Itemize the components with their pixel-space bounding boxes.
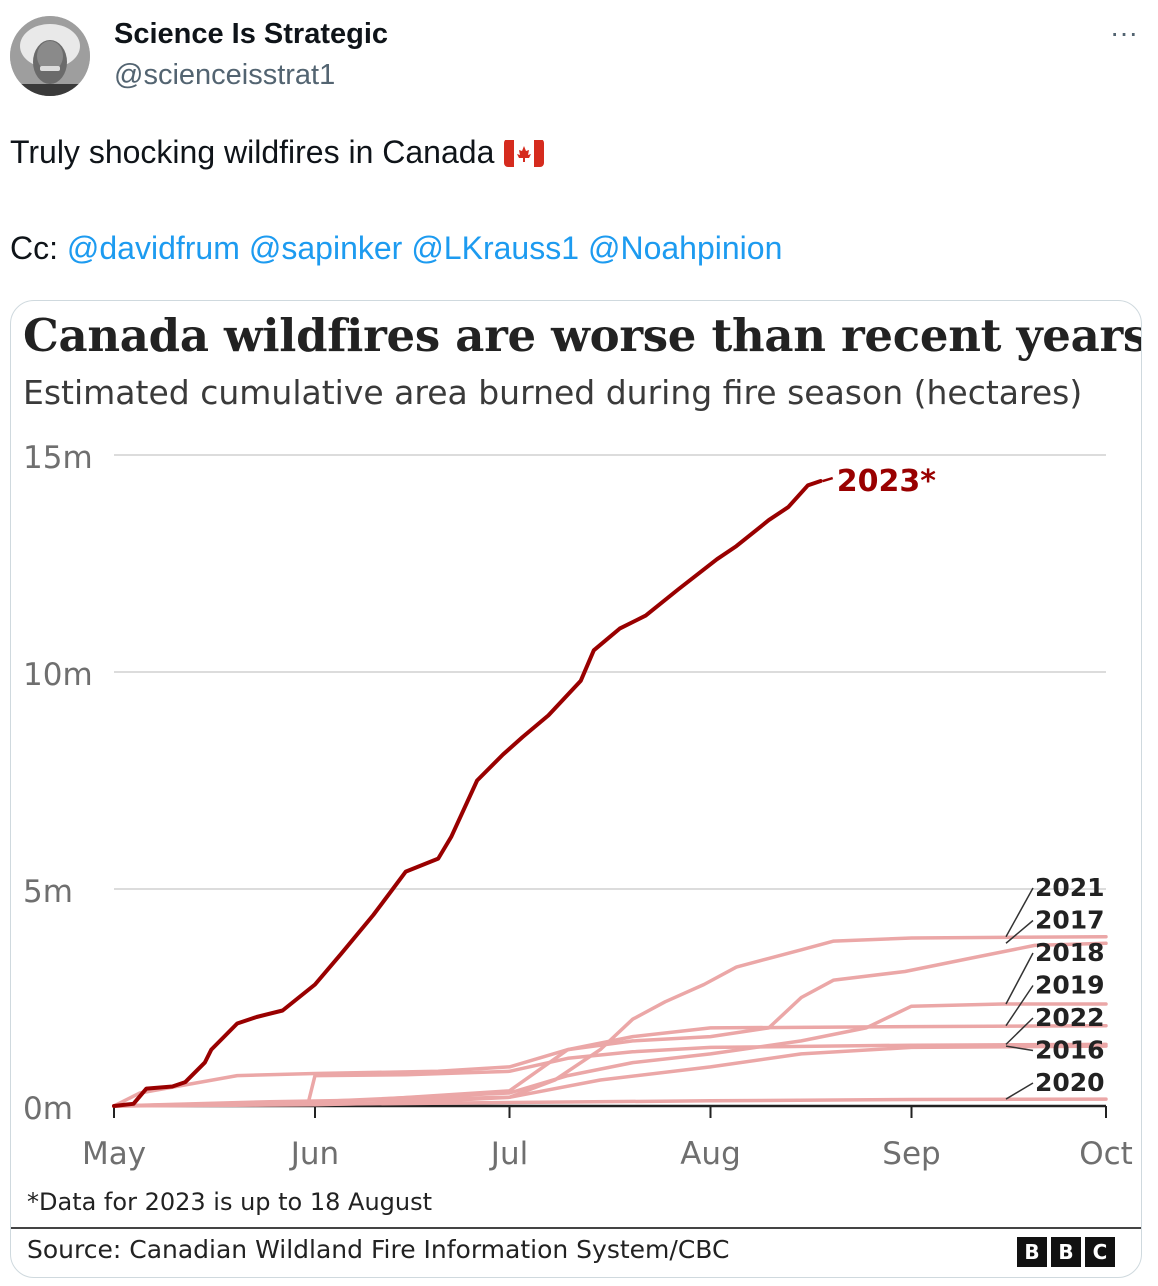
tweet-text: Truly shocking wildfires in Canada <box>10 134 545 171</box>
bbc-logo-letter: C <box>1085 1237 1115 1267</box>
series-label-leader <box>1005 985 1034 1027</box>
y-tick-label: 5m <box>23 874 73 910</box>
series-label-leader <box>1005 1082 1034 1100</box>
canada-flag-icon <box>504 139 545 167</box>
series-label: 2016 <box>1035 1036 1105 1065</box>
series-label: 2019 <box>1035 971 1105 1000</box>
source-divider <box>11 1227 1141 1229</box>
series-label-leader <box>1005 1017 1034 1045</box>
line-chart: 0m 5m 10m 15m May Jun Jul Aug Sep Oct 2023* 2021 201… <box>23 440 1133 1172</box>
y-tick-label: 15m <box>23 440 93 476</box>
series-label-leader <box>1005 887 1034 938</box>
author-handle[interactable]: @scienceisstrat1 <box>114 59 336 91</box>
author-name[interactable]: Science Is Strategic <box>114 18 389 50</box>
mention-link[interactable]: @LKrauss1 <box>411 230 579 266</box>
series-label: 2022 <box>1035 1003 1105 1032</box>
series-label-leader <box>1005 1045 1034 1052</box>
series-line-2023 <box>112 479 823 1108</box>
cc-line: Cc: @davidfrum @sapinker @LKrauss1 @Noahpin… <box>10 230 791 267</box>
y-tick-label: 10m <box>23 657 93 693</box>
chart-title: Canada wildfires are worse than recent y… <box>23 309 1142 362</box>
y-tick-label: 0m <box>23 1091 73 1127</box>
x-tick-label: May <box>82 1136 146 1172</box>
mention-link[interactable]: @Noahpinion <box>587 230 783 266</box>
bbc-logo: B B C <box>1017 1237 1115 1267</box>
chart-source: Source: Canadian Wildland Fire Informati… <box>27 1235 730 1264</box>
media-card[interactable]: Canada wildfires are worse than recent y… <box>10 300 1142 1278</box>
series-line-2018 <box>112 1002 1108 1108</box>
series-label: 2018 <box>1035 938 1105 967</box>
chart-footnote: *Data for 2023 is up to 18 August <box>27 1188 433 1216</box>
x-tick-label: Oct <box>1079 1136 1133 1172</box>
profile-photo <box>10 16 90 96</box>
series-line-2020 <box>112 1097 1108 1108</box>
series-label: 2021 <box>1035 873 1105 902</box>
series-label: 2020 <box>1035 1068 1105 1097</box>
mention-link[interactable]: @davidfrum <box>66 230 240 266</box>
mention-link[interactable]: @sapinker <box>248 230 403 266</box>
series-label-leader <box>1005 919 1034 944</box>
series-label: 2017 <box>1035 906 1105 935</box>
bbc-logo-letter: B <box>1051 1237 1081 1267</box>
cc-prefix: Cc: <box>10 230 58 266</box>
series-label-leader <box>822 476 834 483</box>
series-label-leader <box>1005 952 1034 1005</box>
series-line-2016 <box>112 1044 1108 1108</box>
more-options-button[interactable]: ··· <box>1110 17 1138 48</box>
tweet-text-body: Truly shocking wildfires in Canada <box>10 134 495 170</box>
x-tick-label: Aug <box>680 1136 741 1172</box>
x-tick-label: Sep <box>882 1136 940 1172</box>
x-tick-label: Jul <box>489 1136 528 1172</box>
series-line-2022 <box>112 1042 1108 1108</box>
series-label: 2023* <box>837 464 936 499</box>
series-line-2021 <box>112 934 1108 1108</box>
chart-subtitle: Estimated cumulative area burned during … <box>23 373 1083 412</box>
series-line-2019 <box>112 1023 1108 1108</box>
x-tick-label: Jun <box>289 1136 339 1172</box>
avatar[interactable] <box>10 16 90 96</box>
bbc-logo-letter: B <box>1017 1237 1047 1267</box>
